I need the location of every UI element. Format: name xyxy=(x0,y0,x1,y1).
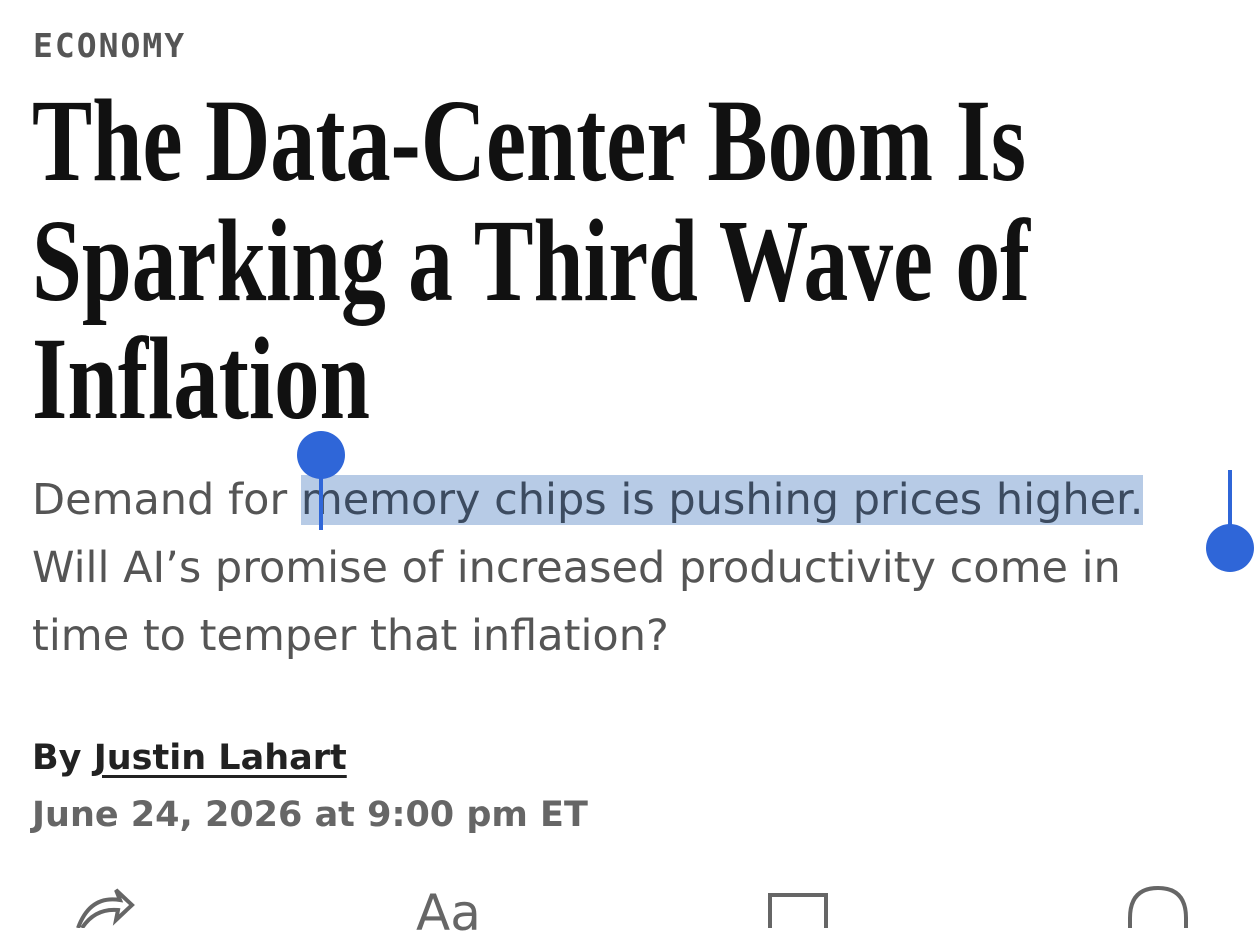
headline-line: Sparking a Third Wave of xyxy=(32,195,1031,326)
dek-text: Will AI’s promise of increased productiv… xyxy=(32,543,1121,661)
selection-handle[interactable] xyxy=(1206,524,1254,572)
headline-line: The Data-Center Boom Is xyxy=(32,80,1026,206)
text-size-button[interactable]: Aa xyxy=(416,884,481,942)
byline-prefix: By xyxy=(32,738,82,778)
byline: By Justin Lahart xyxy=(32,738,347,778)
dek-text: Demand for xyxy=(32,475,301,525)
dek: Demand for memory chips is pushing price… xyxy=(32,466,1227,670)
selected-text[interactable]: memory chips is pushing prices higher. xyxy=(300,475,1144,525)
audio-icon[interactable] xyxy=(1128,885,1188,928)
section-label[interactable]: ECONOMY xyxy=(33,26,187,65)
publish-date: June 24, 2026 at 9:00 pm ET xyxy=(32,795,588,835)
bookmark-icon[interactable] xyxy=(768,893,828,928)
share-icon[interactable] xyxy=(76,888,135,928)
headline: The Data-Center Boom Is Sparking a Third… xyxy=(32,80,1031,444)
headline-line: Inflation xyxy=(32,313,370,444)
author-link[interactable]: Justin Lahart xyxy=(93,738,347,778)
selection-handle[interactable] xyxy=(297,431,345,479)
